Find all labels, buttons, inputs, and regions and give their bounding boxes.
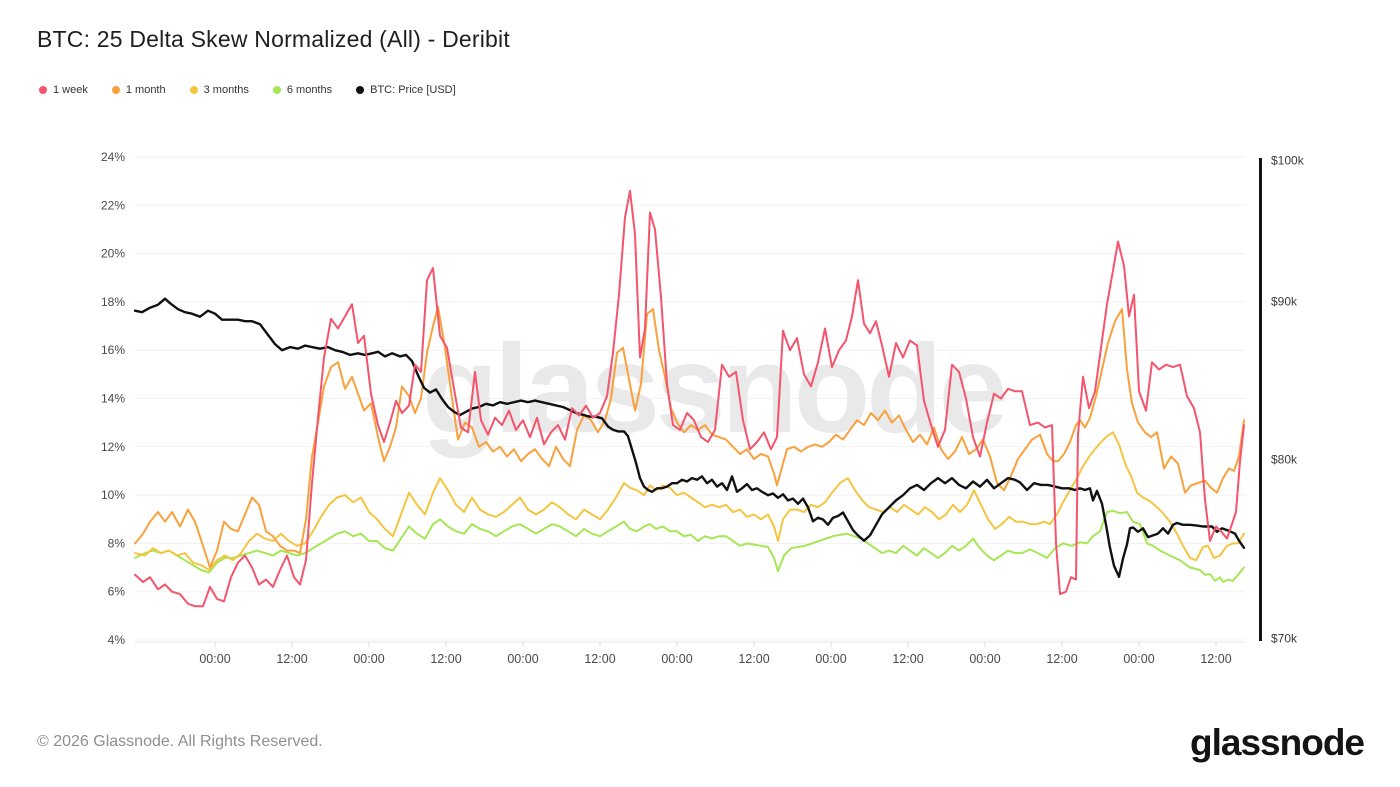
legend-label: 1 week: [53, 84, 88, 96]
chart-plot-area: 24%22%20%18%16%14%12%10%8%6%4%glassnode0…: [101, 150, 1305, 666]
left-axis-tick-label: 10%: [101, 488, 125, 502]
chart-legend: 1 week 1 month 3 months 6 months BTC: Price …: [39, 84, 456, 96]
x-axis-tick-label: 00:00: [507, 652, 538, 666]
left-axis-tick-label: 4%: [108, 633, 126, 647]
x-axis-tick-label: 12:00: [276, 652, 307, 666]
left-axis-tick-label: 14%: [101, 392, 125, 406]
copyright-text: © 2026 Glassnode. All Rights Reserved.: [37, 733, 323, 750]
legend-item-3-months[interactable]: 3 months: [189, 84, 249, 96]
left-axis-tick-label: 22%: [101, 198, 125, 212]
right-axis-bar: [1259, 158, 1262, 641]
x-axis-tick-label: 12:00: [892, 652, 923, 666]
x-axis-tick-label: 12:00: [1200, 652, 1231, 666]
x-axis-tick-label: 12:00: [1046, 652, 1077, 666]
page-title: BTC: 25 Delta Skew Normalized (All) - De…: [37, 26, 510, 52]
series-line-3-months: [134, 431, 1245, 571]
series-line-6-months: [134, 509, 1245, 583]
legend-item-btc-price-usd-[interactable]: BTC: Price [USD]: [356, 84, 456, 96]
legend-dot-icon: [272, 86, 281, 94]
legend-dot-icon: [189, 86, 198, 94]
legend-label: BTC: Price [USD]: [370, 84, 456, 96]
legend-dot-icon: [39, 86, 47, 94]
legend-item-1-week[interactable]: 1 week: [39, 84, 88, 96]
right-axis-tick-label: $100k: [1271, 154, 1305, 168]
legend-label: 6 months: [286, 84, 333, 96]
left-axis-tick-label: 18%: [101, 295, 125, 309]
legend-dot-icon: [111, 86, 120, 94]
right-axis-tick-label: $90k: [1271, 295, 1298, 309]
x-axis-tick-label: 00:00: [969, 652, 1000, 666]
x-axis-tick-label: 00:00: [353, 652, 384, 666]
left-axis-tick-label: 24%: [101, 150, 125, 164]
glassnode-logo: glassnode: [1190, 722, 1365, 763]
series-line-1-week: [134, 189, 1245, 608]
legend-label: 1 month: [125, 84, 166, 96]
left-axis-tick-label: 12%: [101, 440, 125, 454]
left-axis-tick-label: 16%: [101, 343, 125, 357]
x-axis-tick-label: 00:00: [1123, 652, 1154, 666]
legend-label: 3 months: [203, 84, 249, 96]
right-axis-tick-label: $80k: [1271, 453, 1298, 467]
x-axis-tick-label: 12:00: [738, 652, 769, 666]
left-axis-tick-label: 6%: [108, 585, 126, 599]
left-axis-tick-label: 8%: [108, 536, 126, 550]
x-axis-tick-label: 12:00: [584, 652, 615, 666]
x-axis-tick-label: 12:00: [430, 652, 461, 666]
legend-dot-icon: [356, 86, 365, 94]
x-axis-tick-label: 00:00: [661, 652, 692, 666]
x-axis-tick-label: 00:00: [199, 652, 230, 666]
legend-item-1-month[interactable]: 1 month: [111, 84, 166, 96]
legend-item-6-months[interactable]: 6 months: [272, 84, 333, 96]
right-axis-tick-label: $70k: [1271, 632, 1298, 646]
x-axis-tick-label: 00:00: [815, 652, 846, 666]
left-axis-tick-label: 20%: [101, 247, 125, 261]
